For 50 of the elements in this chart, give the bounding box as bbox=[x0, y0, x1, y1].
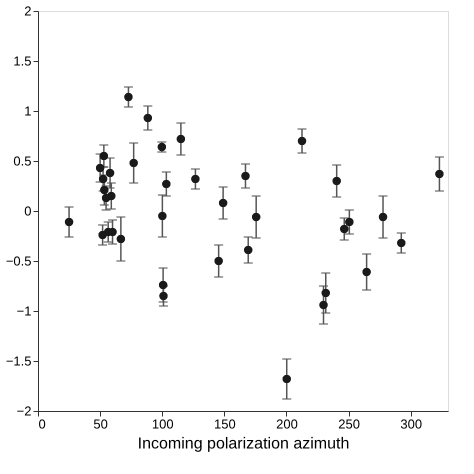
point bbox=[64, 218, 74, 226]
point bbox=[100, 186, 109, 194]
point bbox=[129, 158, 138, 168]
y-tick-label: −1 bbox=[16, 304, 32, 318]
point bbox=[332, 176, 341, 186]
point bbox=[162, 180, 171, 188]
point bbox=[298, 136, 306, 146]
y-tick-label: −0.5 bbox=[6, 254, 32, 268]
x-tick-label: 50 bbox=[93, 416, 108, 432]
point bbox=[214, 256, 223, 266]
x-tick-label: 250 bbox=[338, 416, 360, 432]
x-tick-label: 100 bbox=[152, 416, 174, 432]
point bbox=[106, 168, 114, 178]
point bbox=[345, 218, 354, 226]
point bbox=[124, 92, 133, 102]
point bbox=[378, 212, 388, 222]
point bbox=[107, 192, 116, 200]
point bbox=[244, 246, 252, 254]
point bbox=[98, 174, 108, 184]
point bbox=[116, 234, 126, 244]
y-tick-label: −1.5 bbox=[6, 354, 32, 368]
y-tick-label: 0 bbox=[24, 204, 32, 218]
y-tick-label: 1.5 bbox=[13, 54, 32, 68]
x-axis-title: Incoming polarization azimuth bbox=[138, 436, 350, 452]
point bbox=[397, 238, 406, 248]
point bbox=[100, 152, 108, 160]
point bbox=[435, 170, 444, 178]
point bbox=[191, 174, 200, 184]
x-tick-label: 200 bbox=[276, 416, 298, 432]
point bbox=[158, 212, 167, 220]
x-tick-label: 0 bbox=[38, 416, 46, 432]
point bbox=[159, 292, 168, 300]
y-tick-label: 2 bbox=[24, 4, 32, 18]
point bbox=[176, 134, 186, 144]
y-tick-label: 0.5 bbox=[13, 154, 32, 168]
point bbox=[282, 374, 291, 384]
point bbox=[241, 172, 250, 180]
y-tick-label: 1 bbox=[24, 104, 32, 118]
y-tick-label: −2 bbox=[16, 404, 32, 418]
x-tick-label: 300 bbox=[400, 416, 422, 432]
point bbox=[144, 114, 152, 122]
point bbox=[158, 280, 168, 290]
point bbox=[319, 300, 328, 310]
point bbox=[322, 288, 330, 298]
point bbox=[96, 164, 104, 172]
point bbox=[340, 224, 348, 234]
point bbox=[218, 198, 228, 208]
point bbox=[252, 212, 260, 222]
point bbox=[362, 268, 371, 276]
x-tick-label: 150 bbox=[214, 416, 236, 432]
